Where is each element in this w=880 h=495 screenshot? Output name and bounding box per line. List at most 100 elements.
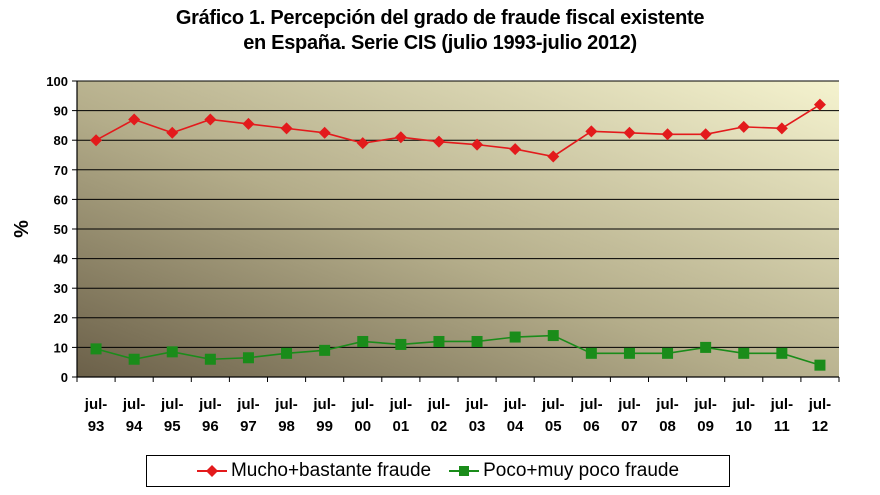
- x-tick-label-line1: jul-: [84, 396, 108, 413]
- y-tick-label: 80: [54, 133, 68, 148]
- data-point-square: [166, 346, 178, 358]
- data-point-square: [471, 335, 483, 347]
- diamond-marker-icon: [196, 465, 227, 477]
- x-tick-label-line2: 06: [583, 418, 600, 435]
- x-tick-label-line2: 10: [735, 418, 752, 435]
- x-axis-ticks: jul- 93 jul- 94 jul- 95 jul- 96 jul- 97 jul- 98 jul-…: [76, 377, 840, 435]
- x-tick-label-line1: jul-: [541, 396, 565, 413]
- data-point-square: [357, 335, 369, 347]
- x-tick-label-line1: jul-: [693, 396, 717, 413]
- x-tick-label-line2: 07: [621, 418, 638, 435]
- data-point-square: [90, 343, 102, 355]
- x-tick-label-line2: 93: [88, 418, 105, 435]
- data-point-diamond: [813, 98, 826, 111]
- y-tick-label: 100: [46, 74, 68, 89]
- y-tick-label: 10: [54, 340, 68, 355]
- series-line-2: [95, 334, 821, 366]
- data-point-square: [433, 335, 445, 347]
- data-point-diamond: [166, 126, 179, 139]
- data-point-diamond: [318, 126, 331, 139]
- x-tick-label-line2: 03: [469, 418, 486, 435]
- x-tick-label-line1: jul-: [351, 396, 375, 413]
- data-point-square: [814, 359, 826, 371]
- y-tick-label: 90: [54, 104, 68, 119]
- x-tick-label-line2: 09: [697, 418, 714, 435]
- data-point-square: [319, 344, 331, 356]
- x-tick-label-line2: 97: [240, 418, 257, 435]
- x-tick-label-line2: 12: [812, 418, 829, 435]
- x-tick-label-line1: jul-: [274, 396, 298, 413]
- y-tick-label: 70: [54, 163, 68, 178]
- x-tick-label-line2: 99: [316, 418, 333, 435]
- data-point-square: [776, 347, 788, 359]
- x-tick-label-line1: jul-: [770, 396, 794, 413]
- x-tick-label-line2: 01: [393, 418, 410, 435]
- data-point-square: [738, 347, 750, 359]
- data-point-square: [128, 353, 140, 365]
- data-point-square: [700, 341, 712, 353]
- data-point-diamond: [547, 150, 560, 163]
- x-tick-label-line2: 05: [545, 418, 562, 435]
- legend-label-series-1: Mucho+bastante fraude: [230, 460, 432, 481]
- x-tick-label-line2: 02: [431, 418, 448, 435]
- chart-title-line2: en España. Serie CIS (julio 1993-julio 2…: [243, 32, 637, 54]
- data-point-square: [547, 330, 559, 342]
- data-point-diamond: [280, 122, 293, 135]
- data-point-diamond: [356, 137, 369, 150]
- x-tick-label-line2: 96: [202, 418, 219, 435]
- y-axis-label: %: [11, 220, 33, 238]
- x-tick-label-line2: 04: [507, 418, 524, 435]
- y-tick-label: 40: [54, 252, 68, 267]
- x-tick-label-line2: 11: [774, 418, 790, 435]
- data-point-square: [585, 347, 597, 359]
- data-point-square: [281, 347, 293, 359]
- y-tick-label: 20: [54, 311, 68, 326]
- x-tick-label-line2: 95: [164, 418, 181, 435]
- x-tick-label-line2: 94: [126, 418, 143, 435]
- x-tick-label-line1: jul-: [312, 396, 336, 413]
- data-point-diamond: [471, 138, 484, 151]
- x-tick-label-line2: 98: [278, 418, 295, 435]
- series-line-1: [95, 104, 821, 158]
- chart-title-line1: Gráfico 1. Percepción del grado de fraud…: [175, 7, 705, 29]
- series-layer: [90, 98, 826, 371]
- x-tick-label-line1: jul-: [617, 396, 641, 413]
- data-point-diamond: [204, 113, 217, 126]
- x-tick-label-line1: jul-: [198, 396, 222, 413]
- y-tick-label: 60: [54, 192, 68, 207]
- data-point-diamond: [585, 125, 598, 138]
- x-tick-label-line1: jul-: [808, 396, 832, 413]
- data-point-diamond: [737, 120, 750, 133]
- data-point-diamond: [90, 134, 103, 147]
- data-point-diamond: [509, 143, 522, 156]
- data-point-square: [242, 352, 254, 364]
- x-tick-label-line1: jul-: [732, 396, 756, 413]
- x-tick-label-line1: jul-: [389, 396, 413, 413]
- legend-label-series-2: Poco+muy poco fraude: [483, 460, 680, 481]
- data-point-diamond: [661, 128, 674, 141]
- data-point-diamond: [699, 128, 712, 141]
- legend: Mucho+bastante fraude Poco+muy poco frau…: [146, 455, 730, 487]
- y-tick-label: 50: [54, 222, 68, 237]
- data-point-square: [623, 347, 635, 359]
- data-point-diamond: [775, 122, 788, 135]
- x-tick-label-line1: jul-: [236, 396, 260, 413]
- legend-entry-series-1: Mucho+bastante fraude: [196, 460, 432, 482]
- x-tick-label-line1: jul-: [122, 396, 146, 413]
- x-tick-label-line1: jul-: [503, 396, 527, 413]
- y-tick-label: 30: [54, 281, 68, 296]
- x-tick-label-line1: jul-: [160, 396, 184, 413]
- x-tick-label-line2: 00: [354, 418, 371, 435]
- square-marker-icon: [449, 466, 480, 476]
- data-point-square: [662, 347, 674, 359]
- data-point-diamond: [623, 126, 636, 139]
- x-tick-label-line1: jul-: [655, 396, 679, 413]
- x-tick-label-line1: jul-: [427, 396, 451, 413]
- y-tick-label: 0: [61, 370, 68, 385]
- data-point-square: [509, 331, 521, 343]
- legend-entry-series-2: Poco+muy poco fraude: [449, 460, 679, 482]
- data-point-square: [204, 353, 216, 365]
- x-tick-label-line1: jul-: [465, 396, 489, 413]
- data-point-diamond: [394, 131, 407, 144]
